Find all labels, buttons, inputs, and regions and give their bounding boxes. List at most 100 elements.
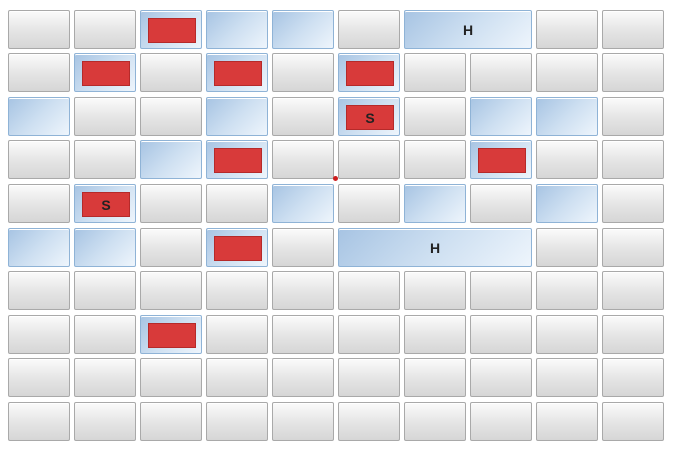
board-cell[interactable] bbox=[272, 140, 334, 179]
board-cell[interactable] bbox=[140, 271, 202, 310]
board-cell[interactable] bbox=[272, 53, 334, 92]
board-cell-hit[interactable] bbox=[140, 10, 202, 49]
board-cell-hit[interactable]: S bbox=[74, 184, 136, 223]
board-cell[interactable] bbox=[272, 271, 334, 310]
board-cell[interactable] bbox=[140, 402, 202, 441]
board-cell[interactable] bbox=[74, 315, 136, 354]
board-cell[interactable] bbox=[8, 358, 70, 397]
board-cell[interactable] bbox=[536, 228, 598, 267]
board-cell[interactable] bbox=[602, 10, 664, 49]
board-cell-hit[interactable] bbox=[140, 315, 202, 354]
board-cell[interactable] bbox=[206, 271, 268, 310]
board-cell[interactable] bbox=[8, 271, 70, 310]
board-cell[interactable] bbox=[536, 53, 598, 92]
board-cell[interactable] bbox=[602, 402, 664, 441]
board-cell[interactable] bbox=[602, 315, 664, 354]
board-cell[interactable] bbox=[470, 358, 532, 397]
board-cell-revealed[interactable] bbox=[206, 97, 268, 136]
board-cell-hit[interactable] bbox=[206, 228, 268, 267]
board-cell[interactable] bbox=[8, 402, 70, 441]
board-cell-hit[interactable] bbox=[470, 140, 532, 179]
board-cell[interactable] bbox=[140, 358, 202, 397]
hit-marker bbox=[346, 61, 394, 86]
board-cell[interactable] bbox=[404, 271, 466, 310]
board-cell[interactable] bbox=[338, 358, 400, 397]
board-cell[interactable] bbox=[8, 140, 70, 179]
board-cell[interactable] bbox=[272, 228, 334, 267]
board-cell[interactable] bbox=[404, 315, 466, 354]
board-cell-revealed[interactable]: H bbox=[404, 10, 532, 49]
board-cell[interactable] bbox=[470, 271, 532, 310]
board-cell[interactable] bbox=[74, 402, 136, 441]
board-cell[interactable] bbox=[602, 228, 664, 267]
board-cell-hit[interactable] bbox=[74, 53, 136, 92]
board-cell[interactable] bbox=[536, 315, 598, 354]
board-cell-hit[interactable] bbox=[206, 140, 268, 179]
board-cell-revealed[interactable] bbox=[8, 97, 70, 136]
board-cell-hit[interactable] bbox=[206, 53, 268, 92]
board-cell[interactable] bbox=[8, 315, 70, 354]
board-cell[interactable] bbox=[470, 315, 532, 354]
board-cell[interactable] bbox=[338, 402, 400, 441]
board-cell-hit[interactable] bbox=[338, 53, 400, 92]
board-cell[interactable] bbox=[206, 315, 268, 354]
board-cell-revealed[interactable] bbox=[536, 184, 598, 223]
board-cell[interactable] bbox=[536, 271, 598, 310]
board-cell[interactable] bbox=[140, 184, 202, 223]
board-cell[interactable] bbox=[272, 97, 334, 136]
board-cell[interactable] bbox=[140, 228, 202, 267]
board-cell[interactable] bbox=[206, 184, 268, 223]
board-cell[interactable] bbox=[272, 402, 334, 441]
board-cell[interactable] bbox=[338, 140, 400, 179]
board-cell[interactable] bbox=[74, 271, 136, 310]
board-cell[interactable] bbox=[8, 10, 70, 49]
board-cell[interactable] bbox=[206, 402, 268, 441]
board-cell[interactable] bbox=[338, 315, 400, 354]
board-cell[interactable] bbox=[470, 402, 532, 441]
board-cell[interactable] bbox=[536, 140, 598, 179]
board-cell[interactable] bbox=[470, 53, 532, 92]
board-cell[interactable] bbox=[404, 97, 466, 136]
cell-label: H bbox=[429, 239, 441, 256]
board-cell[interactable] bbox=[602, 358, 664, 397]
board-cell[interactable] bbox=[602, 140, 664, 179]
board-cell[interactable] bbox=[74, 358, 136, 397]
board-cell[interactable] bbox=[470, 184, 532, 223]
board-cell[interactable] bbox=[8, 53, 70, 92]
board-cell[interactable] bbox=[272, 315, 334, 354]
board-cell[interactable] bbox=[338, 271, 400, 310]
board-cell[interactable] bbox=[8, 184, 70, 223]
board-cell-revealed[interactable] bbox=[536, 97, 598, 136]
board-cell[interactable] bbox=[404, 358, 466, 397]
board-cell[interactable] bbox=[206, 358, 268, 397]
board-cell[interactable] bbox=[338, 10, 400, 49]
board-cell[interactable] bbox=[140, 97, 202, 136]
board-cell[interactable] bbox=[74, 97, 136, 136]
board-cell[interactable] bbox=[602, 53, 664, 92]
board-cell[interactable] bbox=[272, 358, 334, 397]
board-cell[interactable] bbox=[536, 10, 598, 49]
hit-marker bbox=[478, 148, 526, 173]
board-cell-revealed[interactable] bbox=[272, 184, 334, 223]
board-cell[interactable] bbox=[404, 140, 466, 179]
board-cell[interactable] bbox=[74, 140, 136, 179]
board-cell-revealed[interactable] bbox=[206, 10, 268, 49]
board-cell-revealed[interactable] bbox=[8, 228, 70, 267]
board-cell[interactable] bbox=[536, 402, 598, 441]
board-cell[interactable] bbox=[404, 53, 466, 92]
board-cell-revealed[interactable]: H bbox=[338, 228, 532, 267]
board-cell-revealed[interactable] bbox=[470, 97, 532, 136]
board-cell[interactable] bbox=[338, 184, 400, 223]
board-cell-hit[interactable]: S bbox=[338, 97, 400, 136]
board-cell[interactable] bbox=[602, 97, 664, 136]
board-cell[interactable] bbox=[404, 402, 466, 441]
board-cell-revealed[interactable] bbox=[74, 228, 136, 267]
board-cell[interactable] bbox=[602, 184, 664, 223]
board-cell-revealed[interactable] bbox=[272, 10, 334, 49]
board-cell[interactable] bbox=[602, 271, 664, 310]
board-cell[interactable] bbox=[536, 358, 598, 397]
board-cell-revealed[interactable] bbox=[404, 184, 466, 223]
board-cell[interactable] bbox=[74, 10, 136, 49]
board-cell-revealed[interactable] bbox=[140, 140, 202, 179]
board-cell[interactable] bbox=[140, 53, 202, 92]
